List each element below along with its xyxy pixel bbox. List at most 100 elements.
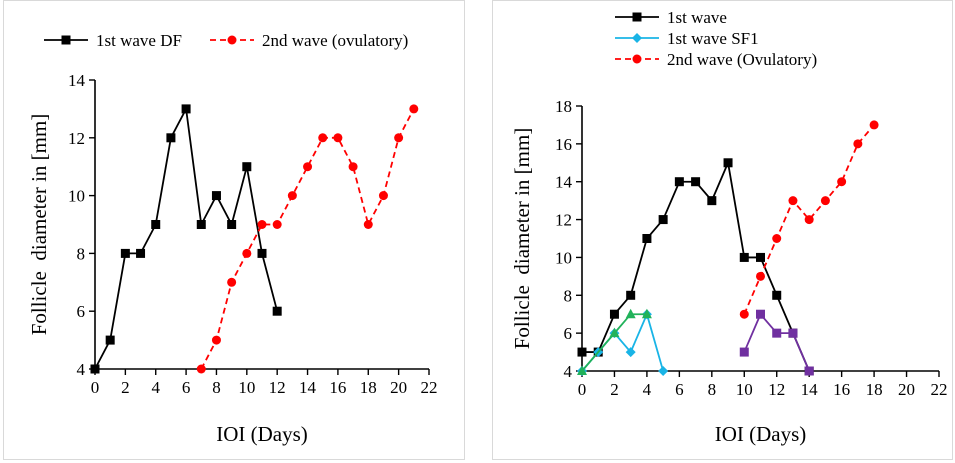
- x-tick-label: 14: [299, 378, 317, 397]
- data-point: [257, 220, 267, 229]
- y-tick-label: 10: [68, 187, 85, 206]
- series-line-2: [200, 108, 415, 370]
- data-point: [788, 196, 798, 206]
- data-point: [820, 196, 830, 206]
- data-point: [642, 234, 652, 243]
- x-tick-label: 8: [212, 378, 221, 397]
- legend-label: 1st wave SF1: [667, 29, 759, 48]
- data-point: [641, 308, 652, 319]
- data-point: [772, 290, 782, 300]
- x-tick-label: 22: [931, 380, 948, 399]
- x-tick-label: 8: [708, 380, 717, 399]
- data-point: [626, 290, 636, 300]
- data-point: [625, 347, 636, 358]
- data-point: [577, 365, 587, 375]
- data-point: [869, 120, 879, 130]
- data-point: [788, 328, 798, 338]
- chart-left: 4 6 8 10 12 14 0 2 4 6 8 10 12 14 16 18 20 22 IOI (Days) Fo…: [27, 31, 438, 446]
- y-tick-label: 18: [555, 97, 572, 116]
- x-tick-label: 14: [801, 380, 819, 399]
- data-point: [674, 177, 684, 187]
- x-tick-label: 6: [182, 378, 191, 397]
- data-point: [609, 327, 620, 338]
- series-line-5: [743, 124, 875, 315]
- x-tick-label: 20: [898, 380, 915, 399]
- y-tick-label: 14: [68, 71, 86, 90]
- y-tick-label: 16: [555, 135, 572, 154]
- data-point: [707, 196, 717, 206]
- data-point: [211, 335, 221, 345]
- data-point: [577, 347, 587, 357]
- data-point: [394, 133, 404, 143]
- data-point: [136, 248, 146, 258]
- data-point: [242, 248, 252, 258]
- data-point: [318, 133, 328, 143]
- x-tick-label: 18: [360, 378, 377, 397]
- data-point: [272, 220, 282, 229]
- x-tick-label: 6: [675, 380, 684, 399]
- y-axis-label: Follicle diameter in [mm]: [510, 128, 534, 350]
- x-tick-label: 12: [768, 380, 785, 399]
- y-tick-label: 12: [68, 129, 85, 148]
- legend-label: 1st wave: [667, 8, 727, 27]
- legend-label: 2nd wave (ovulatory): [262, 31, 408, 50]
- data-point: [211, 191, 221, 201]
- data-point: [227, 277, 237, 287]
- x-tick-label: 0: [578, 380, 587, 399]
- series-line-1: [94, 105, 279, 370]
- x-tick-label: 10: [238, 378, 255, 397]
- series-line-3: [581, 313, 647, 372]
- data-point: [409, 104, 419, 114]
- legend-item: 1st wave: [615, 8, 727, 27]
- data-point: [723, 158, 733, 168]
- data-point: [166, 133, 176, 143]
- y-tick-label: 8: [77, 244, 86, 263]
- data-point: [257, 248, 267, 258]
- x-tick-label: 22: [421, 378, 438, 397]
- x-tick-label: 18: [866, 380, 883, 399]
- data-point: [804, 366, 814, 376]
- data-point: [804, 215, 814, 225]
- y-tick-label: 12: [555, 211, 572, 230]
- data-point: [756, 309, 765, 319]
- data-point: [303, 162, 313, 172]
- legend-marker: [632, 33, 642, 43]
- x-tick-label: 16: [833, 380, 850, 399]
- data-point: [363, 220, 373, 229]
- data-point: [658, 215, 668, 225]
- legend-item: 2nd wave (ovulatory): [210, 31, 408, 50]
- data-point: [837, 177, 847, 187]
- data-point: [739, 347, 749, 357]
- y-tick-label: 6: [564, 324, 573, 343]
- x-tick-label: 2: [610, 380, 619, 399]
- y-tick-label: 14: [555, 173, 573, 192]
- x-tick-label: 4: [643, 380, 652, 399]
- x-tick-label: 20: [390, 378, 407, 397]
- y-tick-label: 4: [77, 360, 86, 379]
- series-line-4: [743, 312, 811, 372]
- legend-label: 2nd wave (Ovulatory): [667, 50, 817, 69]
- data-point: [333, 133, 343, 143]
- y-tick-label: 8: [564, 286, 573, 305]
- data-point: [196, 220, 206, 229]
- chart-panel-left: 4 6 8 10 12 14 0 2 4 6 8 10 12 14 16 18 20 22 IOI (Days) Fo…: [3, 0, 465, 460]
- legend-marker: [632, 54, 642, 64]
- data-point: [756, 271, 765, 281]
- data-point: [772, 234, 782, 243]
- data-point: [120, 248, 130, 258]
- data-point: [105, 335, 115, 345]
- data-point: [658, 366, 669, 376]
- data-point: [90, 364, 100, 374]
- legend-label: 1st wave DF: [96, 31, 182, 50]
- legend-item: 2nd wave (Ovulatory): [615, 50, 817, 69]
- chart-right: 4 6 8 10 12 14 16 18 0 2 4 6 8 10 12 14 16 18 20 22 IOI (Day…: [510, 8, 948, 446]
- y-tick-label: 10: [555, 248, 572, 267]
- data-point: [227, 220, 237, 229]
- x-tick-label: 16: [329, 378, 346, 397]
- data-point: [625, 308, 636, 319]
- data-point: [196, 364, 206, 374]
- data-point: [378, 191, 388, 201]
- x-axis-label: IOI (Days): [715, 422, 807, 446]
- data-point: [691, 177, 701, 187]
- data-point: [739, 252, 749, 262]
